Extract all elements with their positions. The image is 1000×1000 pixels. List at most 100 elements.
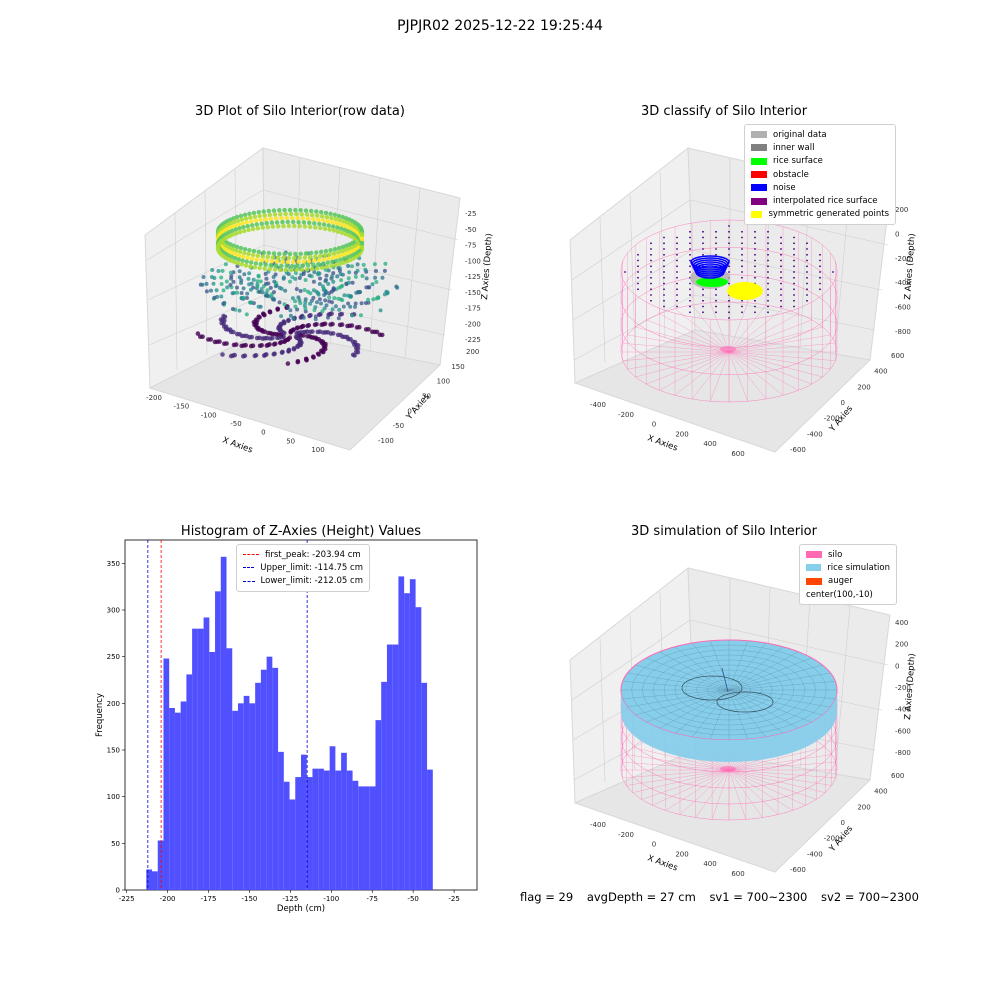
- surface-mesh-spoke: [728, 646, 784, 691]
- scatter-point: [248, 215, 253, 220]
- scatter-point: [232, 256, 238, 261]
- scatter-point: [359, 241, 365, 246]
- gridline: [689, 619, 889, 666]
- scatter-point: [361, 262, 366, 267]
- scatter-point: [372, 262, 377, 267]
- surface-mesh-spoke: [728, 689, 836, 699]
- interpolated-point: [689, 305, 691, 308]
- scatter-point: [290, 263, 295, 269]
- hist-bars: [146, 556, 433, 890]
- gridline: [146, 189, 264, 261]
- legend-label: rice simulation: [827, 562, 890, 573]
- classify-z-tick-label: 200: [895, 206, 908, 214]
- y-tick-label: 300: [107, 607, 120, 615]
- status-caption: flag = 29 avgDepth = 27 cm sv1 = 700~230…: [520, 890, 929, 904]
- scatter-point: [324, 273, 329, 278]
- scatter-point: [324, 303, 329, 308]
- scatter-point: [292, 255, 297, 261]
- x-tick-label: -100: [323, 895, 339, 903]
- classify-z-tick-label: -600: [895, 304, 911, 312]
- legend-entry: Upper_limit: -114.75 cm: [243, 561, 363, 574]
- scatter-point: [252, 214, 258, 219]
- legend-entry: rice simulation: [806, 561, 890, 574]
- scatter-point: [305, 216, 311, 221]
- legend-line: [243, 580, 255, 582]
- scatter-point: [303, 309, 308, 314]
- hist-bar: [427, 769, 433, 890]
- scatter-point: [303, 278, 308, 282]
- interpolated-point: [689, 271, 691, 273]
- legend-entry: inner wall: [751, 141, 889, 154]
- scatter-point: [342, 223, 347, 228]
- scatter-point: [240, 258, 245, 263]
- y-tick-label: 350: [107, 560, 120, 568]
- classify-y-tick-label: 600: [891, 352, 904, 360]
- interpolated-point: [741, 230, 743, 233]
- scatter-point: [234, 248, 239, 253]
- surface-mesh-spoke: [691, 642, 730, 691]
- scatter-point: [269, 220, 275, 225]
- scatter-point: [273, 284, 278, 289]
- scatter-point: [310, 266, 315, 272]
- scatter-point: [312, 270, 317, 275]
- raw-z-tick-label: -100: [465, 257, 481, 265]
- silo-floor-line: [728, 769, 763, 818]
- scatter-point: [346, 336, 351, 342]
- legend-swatch: [751, 131, 767, 139]
- scatter-point: [307, 313, 312, 319]
- interpolated-point: [767, 236, 769, 239]
- scatter-point: [250, 226, 256, 232]
- scatter-point: [346, 250, 351, 256]
- legend-entry: symmetric generated points: [751, 208, 889, 221]
- silo-floor-line: [728, 351, 767, 400]
- interpolated-point: [637, 253, 639, 256]
- simulation-x-tick-label: -400: [590, 821, 606, 829]
- scatter-point: [270, 335, 275, 341]
- silo-floor-line: [635, 351, 730, 378]
- interpolated-point: [767, 242, 769, 245]
- surface-mesh-spoke: [659, 651, 730, 691]
- scatter-point: [374, 280, 379, 284]
- scatter-point: [243, 263, 249, 268]
- interpolated-point: [793, 265, 795, 268]
- hist-bar: [364, 786, 370, 890]
- scatter-point: [335, 254, 340, 259]
- interpolated-point: [728, 242, 730, 245]
- scatter-point: [275, 307, 281, 312]
- scatter-point: [271, 251, 277, 256]
- interpolated-point: [780, 253, 782, 256]
- silo-floor-line: [728, 334, 831, 353]
- interpolated-point: [676, 242, 678, 245]
- hist-bar: [306, 777, 313, 890]
- scatter-point: [257, 335, 262, 341]
- interpolated-point: [715, 242, 717, 245]
- surface-mesh-spoke: [728, 642, 767, 691]
- hist-bar: [421, 682, 428, 890]
- scatter-point: [330, 220, 335, 225]
- scatter-point: [265, 288, 270, 293]
- interpolated-point: [754, 230, 756, 233]
- scatter-point: [298, 289, 303, 293]
- silo-floor-line: [665, 769, 730, 811]
- scatter-point: [237, 275, 242, 280]
- scatter-point: [364, 276, 369, 281]
- simulation-x-ticks: -400 -200 0 200 400 600: [590, 821, 745, 878]
- scatter-point: [255, 279, 260, 284]
- interpolated-point: [741, 271, 743, 273]
- scatter-point: [327, 227, 332, 232]
- classify-x-tick-label: -200: [618, 411, 634, 419]
- legend-label: interpolated rice surface: [773, 196, 878, 207]
- scatter-point: [345, 323, 350, 329]
- interpolated-point: [806, 276, 808, 279]
- scatter-point: [291, 259, 296, 265]
- scatter-point: [295, 307, 300, 312]
- classify-x-tick-label: 400: [703, 440, 716, 448]
- scatter-point: [305, 333, 310, 339]
- surface-mesh-spoke: [728, 672, 831, 691]
- y-tick-label: 50: [111, 840, 120, 848]
- scatter-point: [232, 290, 237, 295]
- sv2-text: sv2 = 700~2300: [821, 890, 919, 904]
- scatter-point: [334, 221, 339, 226]
